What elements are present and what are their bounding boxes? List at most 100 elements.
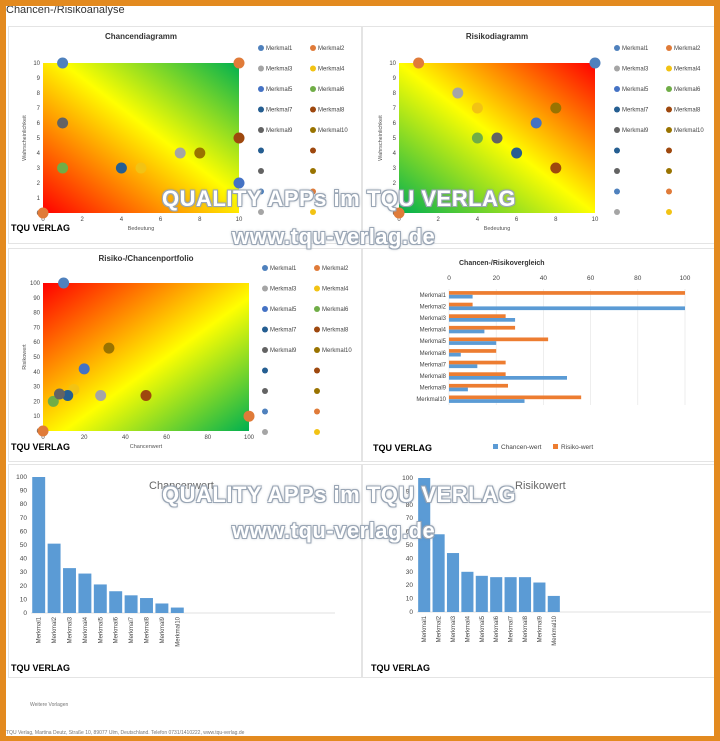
legend-marker <box>258 127 264 133</box>
category-label: Merkmal4 <box>420 328 447 334</box>
category-label: Merkmal3 <box>68 616 74 643</box>
worksheet: Chancen-/Risikoanalyse Chancendiagramm 0 1… <box>6 6 714 736</box>
y-tick-label: 10 <box>33 61 40 67</box>
chart-vergleich: Chancen-/Risikovergleich 0 20 40 60 80 100 Merk… <box>416 260 690 451</box>
legend-marker <box>314 265 320 271</box>
data-point <box>95 389 107 401</box>
bar-chancen <box>449 376 567 380</box>
bar-risiko <box>449 325 516 330</box>
legend-label: Merkmal8 <box>318 108 345 114</box>
y-tick-label: 50 <box>33 355 40 361</box>
data-point <box>78 363 90 375</box>
bar <box>504 577 517 612</box>
bar <box>124 595 138 613</box>
y-tick-label: 50 <box>20 542 28 549</box>
legend-marker <box>262 429 268 435</box>
legend-marker <box>614 209 620 215</box>
data-point <box>53 388 65 400</box>
chart-title: Chancenwert <box>149 480 214 492</box>
legend-marker <box>314 367 320 374</box>
legend-label: Merkmal4 <box>674 67 701 73</box>
y-tick-label: 90 <box>406 488 414 495</box>
category-label: Merkmal2 <box>420 304 447 310</box>
y-tick-label: 5 <box>37 136 41 142</box>
category-label: Merkmal1 <box>37 616 43 643</box>
legend-marker <box>614 188 620 195</box>
y-tick-label: 5 <box>393 136 397 142</box>
data-point <box>37 207 49 219</box>
category-label: Merkmal9 <box>420 386 447 392</box>
y-tick-label: 80 <box>33 311 40 317</box>
bar-chancen <box>449 364 478 369</box>
data-point <box>393 207 405 219</box>
legend-label: Merkmal9 <box>622 128 649 134</box>
y-tick-label: 30 <box>406 569 414 576</box>
legend-marker <box>258 65 264 72</box>
y-tick-label: 2 <box>393 181 397 187</box>
y-tick-label: 60 <box>20 528 28 535</box>
y-tick-label: 7 <box>393 106 397 112</box>
bar <box>490 577 503 612</box>
legend-label: Merkmal9 <box>266 128 293 134</box>
bar-chancen <box>449 329 485 334</box>
heat-background <box>43 63 239 213</box>
y-tick-label: 8 <box>393 91 397 97</box>
bar-chancen <box>449 294 473 299</box>
data-point <box>233 132 245 144</box>
bar <box>155 603 169 613</box>
x-tick-label: 8 <box>554 217 558 223</box>
data-point <box>530 117 542 129</box>
legend-label: Merkmal9 <box>270 348 297 354</box>
chart-risikowert: 0 10 20 30 40 50 60 70 80 90 100 Risikowert Merkmal1… <box>402 475 711 646</box>
legend-label: Merkmal8 <box>674 108 701 114</box>
bar <box>63 568 76 613</box>
y-tick-label: 0 <box>409 609 413 616</box>
category-label: Merkmal8 <box>420 374 447 380</box>
y-tick-label: 1 <box>393 196 397 202</box>
footer-link[interactable]: Weitere Vorlagen <box>30 702 69 708</box>
y-tick-label: 60 <box>33 340 40 346</box>
category-label: Merkmal6 <box>114 616 120 643</box>
category-label: Merkmal7 <box>420 362 447 368</box>
x-tick-label: 20 <box>81 435 88 441</box>
data-point <box>471 102 483 114</box>
legend-marker <box>310 65 316 72</box>
legend-label: Merkmal3 <box>270 287 297 293</box>
y-tick-label: 10 <box>33 414 40 420</box>
category-label: Merkmal9 <box>537 615 543 642</box>
y-tick-label: 7 <box>37 106 41 112</box>
legend-label: Merkmal10 <box>322 348 352 354</box>
x-tick-label: 4 <box>476 217 480 223</box>
x-tick-label: 0 <box>397 217 401 223</box>
heat-background <box>43 283 249 431</box>
legend-marker <box>666 188 672 195</box>
bar-risiko <box>449 337 549 342</box>
bar-risiko <box>449 314 506 318</box>
y-tick-label: 80 <box>406 502 414 509</box>
x-axis-label: Chancenwert <box>130 444 163 450</box>
bar-risiko <box>449 372 506 376</box>
legend-label: Merkmal2 <box>318 46 345 52</box>
x-tick-label: 10 <box>592 217 599 223</box>
legend-label: Risiko-wert <box>561 444 593 451</box>
y-tick-label: 40 <box>406 555 414 562</box>
data-point <box>233 57 245 69</box>
y-tick-label: 4 <box>393 151 397 157</box>
legend-marker <box>614 168 620 174</box>
x-tick-label: 6 <box>159 217 163 223</box>
legend-label: Merkmal10 <box>674 128 704 134</box>
legend-marker <box>258 168 264 174</box>
legend-marker <box>553 444 558 449</box>
y-tick-label: 3 <box>37 166 41 172</box>
data-point <box>491 132 503 144</box>
chart-chancenwert: 0 10 20 30 40 50 60 70 80 90 100 Chancenwert Merkmal… <box>16 474 335 647</box>
x-tick-label: 60 <box>163 435 170 441</box>
bar <box>140 598 153 613</box>
legend-label: Merkmal3 <box>266 67 293 73</box>
bar-chancen <box>449 387 468 392</box>
category-label: Merkmal3 <box>420 316 447 322</box>
legend-label: Merkmal2 <box>322 266 349 272</box>
legend-label: Merkmal1 <box>266 46 293 52</box>
category-label: Merkmal3 <box>451 615 457 642</box>
legend-label: Merkmal10 <box>318 128 348 134</box>
